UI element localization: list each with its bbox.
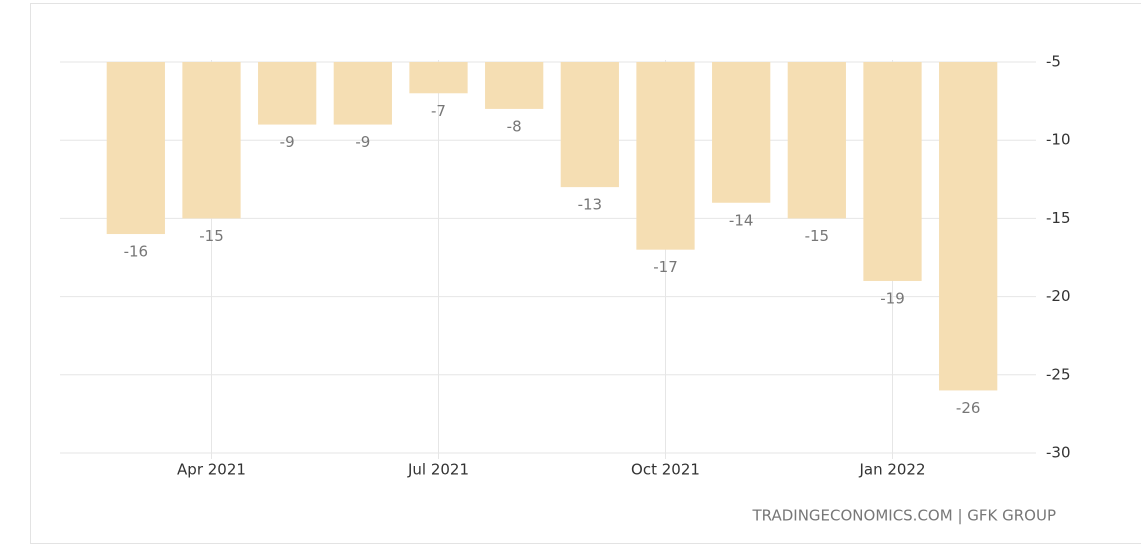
bar: [939, 62, 998, 391]
bar: [485, 62, 544, 109]
y-tick-label: -10: [1046, 131, 1071, 149]
bar: [712, 62, 771, 203]
bar: [636, 62, 695, 250]
data-label: -15: [199, 227, 224, 245]
y-tick-label: -15: [1046, 209, 1071, 227]
x-tick-label: Jan 2022: [858, 461, 925, 479]
x-tick-label: Oct 2021: [631, 461, 700, 479]
y-tick-label: -30: [1046, 444, 1071, 462]
y-tick-label: -20: [1046, 287, 1071, 305]
bar: [182, 62, 241, 219]
bar: [560, 62, 619, 188]
x-tick-label: Jul 2021: [407, 461, 469, 479]
data-label: -9: [355, 133, 370, 151]
bar: [409, 62, 468, 94]
data-label: -14: [729, 211, 754, 229]
bar: [258, 62, 317, 125]
data-label: -17: [653, 258, 678, 276]
source: TRADINGECONOMICS.COM | GFK GROUP: [751, 507, 1056, 525]
y-tick-label: -25: [1046, 365, 1071, 383]
frame: [30, 3, 1141, 544]
data-label: -8: [507, 117, 522, 135]
data-label: -7: [431, 102, 446, 120]
data-label: -15: [805, 227, 830, 245]
data-label: -26: [956, 399, 981, 417]
bar: [863, 62, 922, 281]
data-label: -16: [124, 243, 149, 261]
x-tick-label: Apr 2021: [177, 461, 246, 479]
bar: [106, 62, 165, 235]
bar: [333, 62, 392, 125]
data-label: -19: [880, 289, 905, 307]
data-label: -9: [280, 133, 295, 151]
bar: [787, 62, 846, 219]
y-tick-label: -5: [1046, 53, 1061, 71]
data-label: -13: [578, 196, 603, 214]
